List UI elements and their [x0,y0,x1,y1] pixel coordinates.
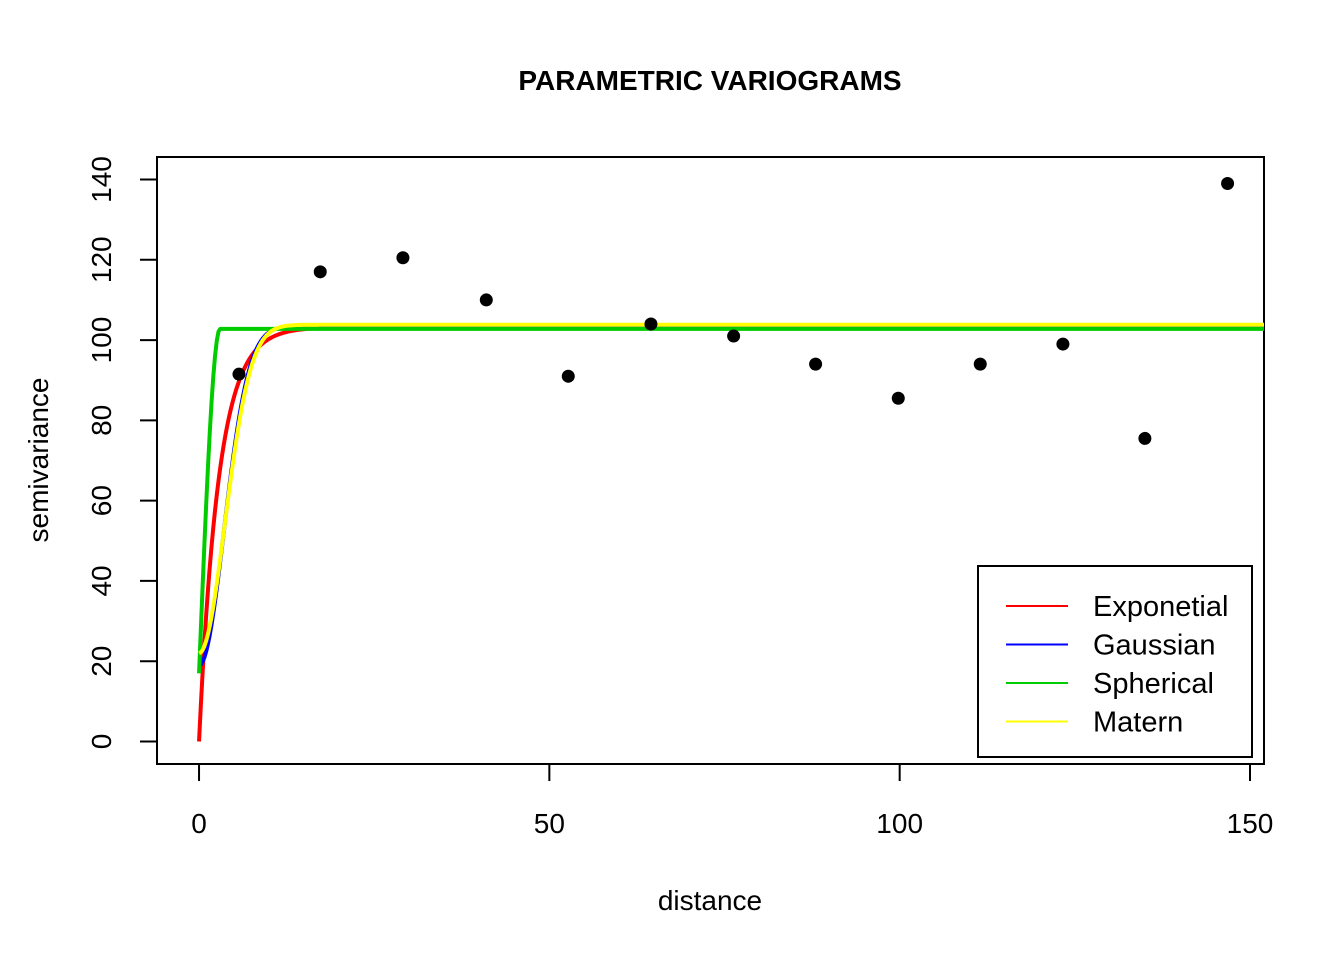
data-point [396,251,410,265]
x-axis-label: distance [658,885,762,916]
data-point [973,357,987,371]
y-tick-label: 60 [86,485,117,516]
y-tick-label: 100 [86,317,117,364]
y-axis-label: semivariance [23,378,54,543]
series-layer [197,322,1265,742]
y-tick-label: 0 [86,734,117,750]
legend-label-spherical: Spherical [1093,668,1214,700]
data-point [891,391,905,405]
data-point [561,369,575,383]
chart-title: PARAMETRIC VARIOGRAMS [518,65,901,96]
series-line-matern [198,322,1265,656]
data-point [1056,337,1070,351]
y-axis: 0 20 40 60 80 100 120 140 [86,156,158,750]
x-tick-label: 0 [191,808,207,839]
legend-label-gaussian: Gaussian [1093,630,1216,662]
data-point [644,317,658,331]
data-point [1221,176,1235,190]
y-tick-label: 40 [86,565,117,596]
data-point [479,293,493,307]
legend-box [977,565,1253,758]
y-tick-label: 80 [86,405,117,436]
points-layer [232,176,1235,445]
series-line-spherical [197,326,1265,674]
x-tick-label: 50 [534,808,565,839]
x-axis: 0 50 100 150 [191,763,1274,839]
y-tick-label: 140 [86,156,117,203]
legend-label-matern: Matern [1093,707,1183,739]
x-tick-label: 150 [1227,808,1274,839]
data-point [809,357,823,371]
data-point [232,367,246,381]
legend: Exponetial Gaussian Spherical Matern [977,565,1253,758]
data-point [313,265,327,279]
y-tick-label: 20 [86,646,117,677]
legend-label-exponetial: Exponetial [1093,591,1228,623]
data-point [1138,431,1152,445]
data-point [727,329,741,343]
y-tick-label: 120 [86,236,117,283]
x-tick-label: 100 [876,808,923,839]
